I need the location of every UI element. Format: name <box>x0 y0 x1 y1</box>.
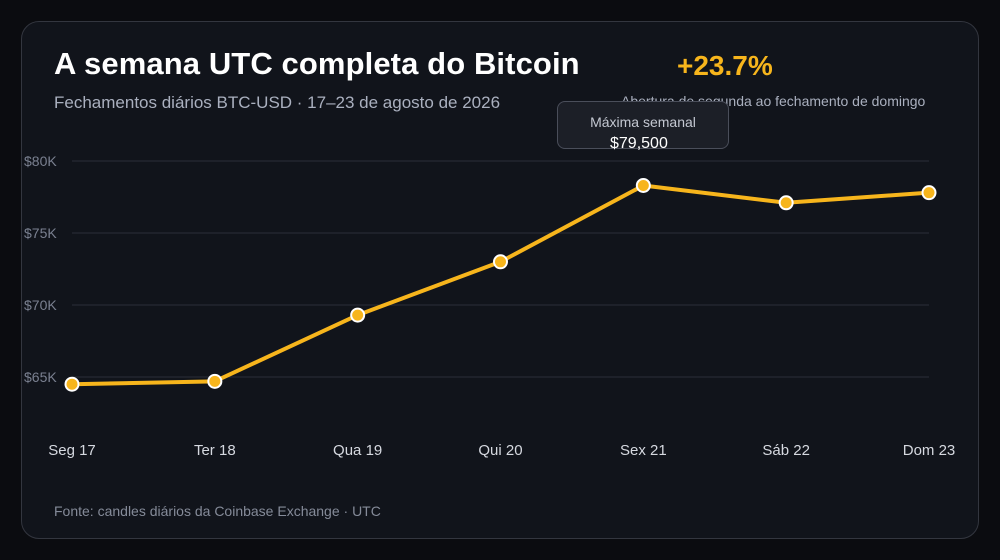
x-axis-ticks: Seg 17 Ter 18 Qua 19 Qui 20 Sex 21 Sáb 22 Dom … <box>48 442 955 459</box>
y-tick-label: $75K <box>24 225 57 241</box>
data-point[interactable] <box>921 185 937 201</box>
chart-card <box>21 21 979 539</box>
chart-title: A semana UTC completa do Bitcoin <box>54 46 580 81</box>
data-points <box>64 177 937 392</box>
series-line <box>70 183 931 387</box>
source-note: Fonte: candles diários da Coinbase Excha… <box>54 503 381 519</box>
x-tick-label: Dom 23 <box>903 442 956 459</box>
chart-subtitle: Fechamentos diários BTC-USD · 17–23 de a… <box>54 93 501 112</box>
data-point[interactable] <box>493 254 508 270</box>
weekly-change-value: +23.7% <box>677 50 773 81</box>
data-point[interactable] <box>64 376 80 392</box>
y-tick-label: $65K <box>24 369 57 385</box>
y-tick-label: $70K <box>24 297 57 313</box>
tooltip-label: Máxima semanal <box>590 114 696 130</box>
x-tick-label: Seg 17 <box>48 442 96 459</box>
x-tick-label: Qua 19 <box>333 442 382 459</box>
y-axis-ticks: $65K $70K $75K $80K <box>24 153 57 385</box>
y-tick-label: $80K <box>24 153 57 169</box>
data-point[interactable] <box>207 373 223 389</box>
x-tick-label: Qui 20 <box>478 442 522 459</box>
weekly-high-tooltip: Máxima semanal $79,500 <box>557 101 729 152</box>
x-tick-label: Sex 21 <box>620 442 667 459</box>
data-point[interactable] <box>350 307 366 323</box>
x-tick-label: Sáb 22 <box>762 442 810 459</box>
tooltip-value: $79,500 <box>610 135 668 152</box>
x-tick-label: Ter 18 <box>194 442 236 459</box>
data-point[interactable] <box>778 195 794 211</box>
data-point[interactable] <box>635 177 651 193</box>
